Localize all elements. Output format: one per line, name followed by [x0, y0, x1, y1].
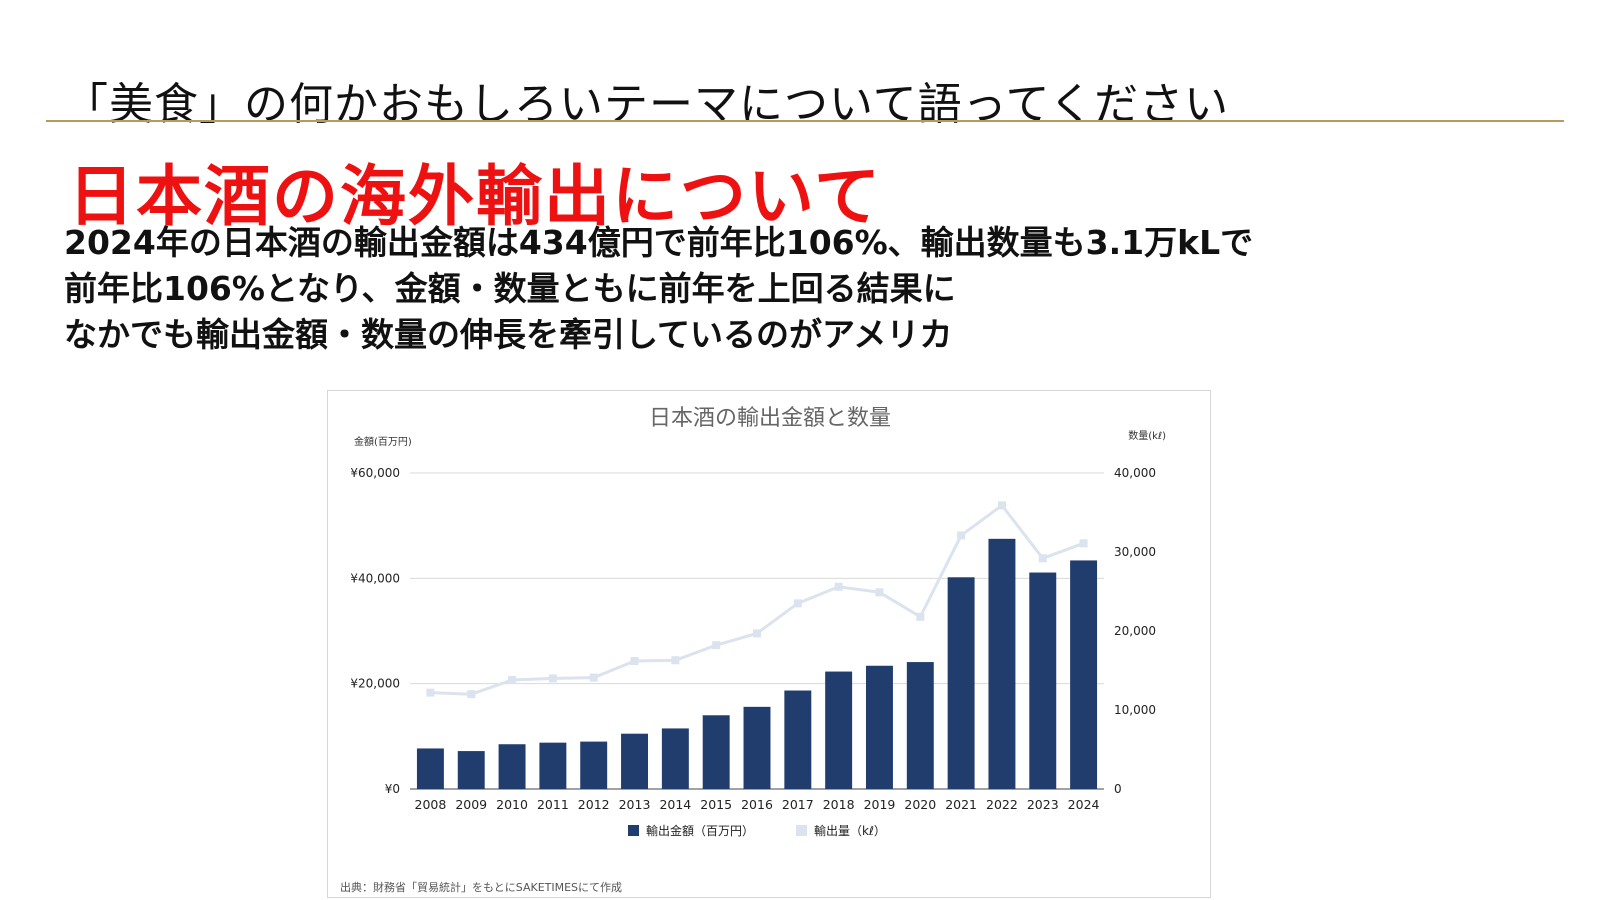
bar-export-value [580, 741, 608, 789]
summary-line-2: 前年比106%となり、金額・数量ともに前年を上回る結果に [64, 269, 956, 308]
y-left-tick-label: ¥40,000 [350, 571, 400, 585]
line-point-export-volume [467, 690, 476, 699]
y-left-tick-label: ¥20,000 [350, 677, 400, 691]
line-point-export-volume [508, 675, 517, 684]
chart-title: 日本酒の輸出金額と数量 [649, 406, 891, 431]
chart-card: 日本酒の輸出金額と数量金額(百万円) 数量(kℓ) ¥0 ¥20,000 ¥40,000… [327, 390, 1211, 898]
x-tick-label: 2022 [986, 797, 1018, 812]
x-tick-label: 2023 [1027, 797, 1059, 812]
line-point-export-volume [712, 641, 721, 650]
summary-line-1: 2024年の日本酒の輸出金額は434億円で前年比106%、輸出数量も3.1万kL… [64, 223, 1254, 262]
bar-export-value [661, 728, 689, 789]
bar-export-value [416, 748, 444, 789]
legend-swatch-export-value [628, 825, 639, 836]
legend-label-export-volume: 輸出量（kℓ） [814, 823, 886, 838]
x-tick-label: 2009 [455, 797, 487, 812]
bar-export-value [825, 671, 853, 789]
y-right-tick-label: 40,000 [1114, 466, 1156, 480]
line-point-export-volume [1079, 539, 1088, 548]
slide-title: 「美食」の何かおもしろいテーマについて語ってください [64, 79, 1230, 130]
line-point-export-volume [793, 599, 802, 608]
line-point-export-volume [630, 657, 639, 666]
line-point-export-volume [916, 612, 925, 621]
x-tick-label: 2016 [741, 797, 773, 812]
line-point-export-volume [1038, 554, 1047, 563]
bar-export-value [784, 690, 812, 789]
y-right-tick-label: 0 [1114, 782, 1122, 796]
y-axis-right-title: 数量(kℓ) [1128, 429, 1166, 442]
x-tick-label: 2011 [537, 797, 569, 812]
x-tick-label: 2019 [864, 797, 896, 812]
bar-export-value [906, 662, 934, 789]
line-point-export-volume [875, 588, 884, 597]
y-left-tick-label: ¥0 [385, 782, 400, 796]
line-point-export-volume [997, 501, 1006, 510]
y-axis-left-title: 金額(百万円) [354, 435, 412, 448]
x-tick-label: 2014 [659, 797, 691, 812]
chart-source-note: 出典：財務省「貿易統計」をもとにSAKETIMESにて作成 [340, 881, 623, 894]
bar-export-value [988, 538, 1016, 789]
bar-export-value [1029, 572, 1057, 789]
bar-export-value [1070, 560, 1098, 789]
x-tick-label: 2010 [496, 797, 528, 812]
y-left-tick-label: ¥60,000 [350, 466, 400, 480]
bar-export-value [743, 706, 771, 789]
line-point-export-volume [753, 629, 761, 638]
bar-export-value [498, 744, 526, 789]
x-tick-label: 2024 [1068, 797, 1100, 812]
bar-export-value [539, 742, 567, 789]
y-right-tick-label: 10,000 [1114, 703, 1156, 717]
line-point-export-volume [671, 656, 680, 665]
bar-export-value [702, 715, 730, 789]
x-tick-label: 2021 [945, 797, 977, 812]
summary-line-3: なかでも輸出金額・数量の伸長を牽引しているのがアメリカ [64, 315, 953, 354]
line-export-volume [430, 503, 1085, 696]
legend-label-export-value: 輸出金額（百万円） [646, 823, 754, 838]
line-point-export-volume [426, 688, 435, 697]
line-point-export-volume [548, 674, 557, 683]
bar-export-value [947, 577, 975, 789]
x-tick-label: 2012 [578, 797, 610, 812]
title-divider [46, 120, 1564, 122]
x-tick-label: 2017 [782, 797, 814, 812]
bar-export-value [621, 733, 649, 789]
x-tick-label: 2015 [700, 797, 732, 812]
x-tick-label: 2013 [619, 797, 651, 812]
headline: 日本酒の海外輸出について [68, 158, 883, 235]
line-point-export-volume [834, 582, 843, 591]
y-right-tick-label: 20,000 [1114, 624, 1156, 638]
summary: 2024年の日本酒の輸出金額は434億円で前年比106%、輸出数量も3.1万kL… [64, 220, 1524, 358]
line-point-export-volume [957, 531, 966, 540]
x-tick-label: 2020 [904, 797, 936, 812]
bar-export-value [865, 665, 893, 789]
line-point-export-volume [589, 673, 598, 682]
x-tick-label: 2018 [823, 797, 855, 812]
bar-export-value [457, 751, 485, 789]
y-right-tick-label: 30,000 [1114, 545, 1156, 559]
legend-swatch-export-volume [796, 825, 807, 836]
x-tick-label: 2008 [415, 797, 447, 812]
